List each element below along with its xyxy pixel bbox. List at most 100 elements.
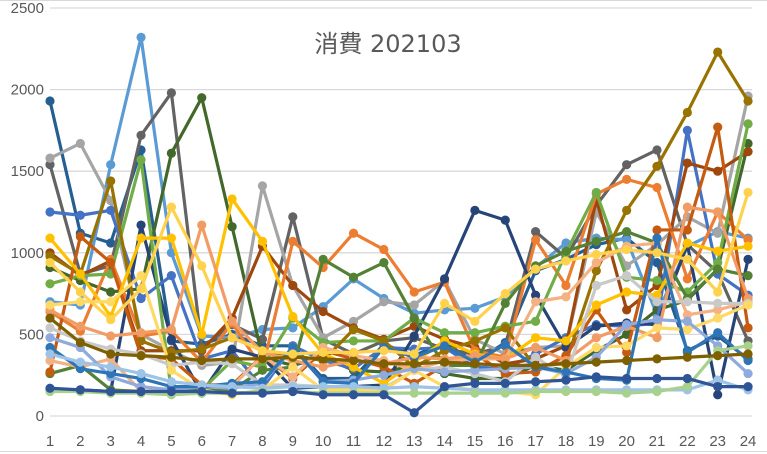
x-tick-label: 3 xyxy=(107,433,115,450)
data-point-marker xyxy=(622,235,632,245)
data-point-marker xyxy=(682,352,692,362)
data-point-marker xyxy=(682,107,692,118)
data-point-marker xyxy=(713,287,723,297)
x-tick-label: 13 xyxy=(406,433,423,450)
data-point-marker xyxy=(591,300,601,310)
data-point-marker xyxy=(257,365,268,375)
data-point-marker xyxy=(106,362,116,372)
data-point-marker xyxy=(531,290,541,300)
x-tick-label: 10 xyxy=(315,433,332,450)
data-point-marker xyxy=(470,365,480,375)
data-point-marker xyxy=(713,257,723,268)
data-point-marker xyxy=(75,337,85,348)
data-point-marker xyxy=(166,324,176,335)
data-point-marker xyxy=(439,328,450,338)
data-point-marker xyxy=(409,313,419,323)
data-point-marker xyxy=(227,194,237,204)
data-point-marker xyxy=(166,88,176,98)
data-point-marker xyxy=(166,386,176,397)
data-point-marker xyxy=(561,246,571,256)
data-point-marker xyxy=(713,228,723,238)
data-point-marker xyxy=(713,375,723,385)
data-point-marker xyxy=(45,367,55,377)
data-point-marker xyxy=(379,257,389,268)
data-point-marker xyxy=(166,202,176,212)
data-point-marker xyxy=(75,210,85,220)
data-point-marker xyxy=(500,215,510,225)
data-point-marker xyxy=(227,316,237,326)
data-point-marker xyxy=(743,241,753,251)
data-point-marker xyxy=(379,244,389,255)
data-point-marker xyxy=(500,323,510,333)
y-tick-label: 1000 xyxy=(11,245,44,262)
data-point-marker xyxy=(45,279,55,289)
data-point-marker xyxy=(561,375,571,385)
data-point-marker xyxy=(106,176,116,186)
data-point-marker xyxy=(591,236,601,246)
x-tick-label: 17 xyxy=(527,433,544,450)
x-tick-label: 7 xyxy=(228,433,236,450)
data-point-marker xyxy=(409,300,419,310)
data-point-marker xyxy=(591,372,601,382)
series-line xyxy=(48,274,750,397)
data-point-marker xyxy=(713,328,723,338)
series-line xyxy=(48,344,750,397)
data-point-marker xyxy=(45,257,55,268)
data-point-marker xyxy=(682,254,692,264)
data-point-marker xyxy=(45,207,55,217)
data-point-marker xyxy=(470,359,480,369)
data-point-marker xyxy=(45,96,55,106)
data-point-marker xyxy=(75,364,85,374)
data-point-marker xyxy=(75,321,85,331)
data-point-marker xyxy=(379,297,389,307)
data-point-marker xyxy=(561,367,571,377)
data-point-marker xyxy=(652,257,662,268)
x-tick-label: 22 xyxy=(679,433,696,450)
data-point-marker xyxy=(227,382,237,392)
data-point-marker xyxy=(531,316,541,326)
data-point-marker xyxy=(106,386,116,397)
series-s24 xyxy=(45,313,753,371)
x-tick-label: 6 xyxy=(198,433,206,450)
data-point-marker xyxy=(257,388,268,398)
data-point-marker xyxy=(561,386,571,397)
data-point-marker xyxy=(45,333,55,343)
data-point-marker xyxy=(288,349,298,359)
data-point-marker xyxy=(713,47,723,57)
data-point-marker xyxy=(318,347,328,357)
data-point-marker xyxy=(136,32,146,42)
data-point-marker xyxy=(227,354,237,364)
data-point-marker xyxy=(652,315,662,325)
data-point-marker xyxy=(166,352,176,362)
data-point-marker xyxy=(75,297,85,307)
data-point-marker xyxy=(591,187,601,198)
data-point-marker xyxy=(561,280,571,291)
data-point-marker xyxy=(106,297,116,307)
data-point-marker xyxy=(622,305,632,315)
data-point-marker xyxy=(227,333,237,343)
data-point-marker xyxy=(257,354,268,364)
data-point-marker xyxy=(622,205,632,215)
data-point-marker xyxy=(227,222,237,232)
x-tick-label: 21 xyxy=(649,433,666,450)
data-point-marker xyxy=(409,287,419,297)
data-point-marker xyxy=(166,271,176,281)
data-point-marker xyxy=(531,377,541,387)
data-point-marker xyxy=(682,238,692,248)
data-point-marker xyxy=(561,256,571,266)
data-point-marker xyxy=(713,390,723,400)
data-point-marker xyxy=(318,354,328,364)
data-point-marker xyxy=(75,231,85,242)
series-line xyxy=(48,99,750,381)
chart-bottom-border xyxy=(0,451,767,452)
data-point-marker xyxy=(197,380,207,390)
data-point-marker xyxy=(591,321,601,331)
data-point-marker xyxy=(652,354,662,364)
data-point-marker xyxy=(106,205,116,215)
data-point-marker xyxy=(106,331,116,341)
data-point-marker xyxy=(439,341,450,351)
data-point-marker xyxy=(136,368,146,379)
data-point-marker xyxy=(622,388,632,398)
data-point-marker xyxy=(622,244,632,255)
data-point-marker xyxy=(379,370,389,380)
